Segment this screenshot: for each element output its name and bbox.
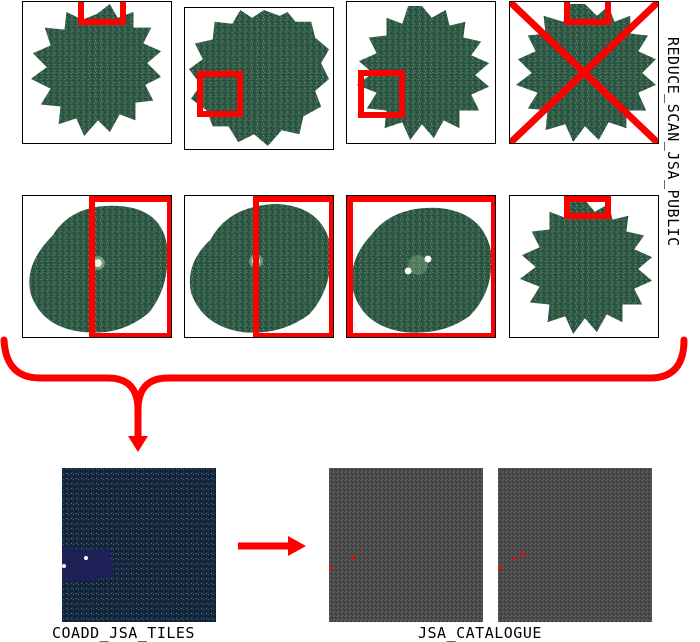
bright-source — [404, 267, 412, 275]
catalogue-source-marker — [329, 565, 333, 569]
caption-catalogue: JSA_CATALOGUE — [418, 624, 542, 642]
bright-source — [424, 255, 432, 263]
map-panel-row1-1 — [22, 1, 172, 144]
catalogue-source-marker — [513, 557, 517, 561]
map-footprint — [351, 207, 492, 333]
bright-source — [84, 556, 88, 560]
map-panel-row1-4-rejected — [509, 1, 659, 144]
brace-arrowhead — [128, 436, 148, 452]
map-footprint — [29, 205, 168, 333]
brace-line — [0, 336, 688, 444]
map-panel-row1-3 — [346, 1, 496, 144]
catalogue-image-1 — [329, 468, 483, 622]
highlight-box — [347, 196, 495, 337]
bright-source — [94, 259, 102, 267]
map-footprint — [519, 199, 653, 335]
bright-source — [62, 564, 66, 568]
reject-cross-line-2 — [510, 2, 658, 143]
map-footprint — [30, 3, 162, 137]
highlight-box — [253, 196, 333, 337]
catalogue-image-2 — [498, 468, 652, 622]
caption-coadd: COADD_JSA_TILES — [52, 624, 195, 642]
map-panel-row2-3 — [346, 195, 496, 338]
map-panel-row1-2 — [184, 7, 334, 150]
highlight-box — [197, 71, 243, 117]
map-footprint — [356, 5, 490, 141]
highlight-box — [564, 2, 611, 25]
coadd-tile-image — [62, 468, 216, 622]
map-panel-row2-4 — [509, 195, 659, 338]
map-panel-row2-2 — [184, 195, 334, 338]
catalogue-source-marker — [498, 565, 502, 569]
highlight-box — [358, 70, 405, 118]
highlight-box — [89, 196, 171, 337]
coadd-footprint — [62, 546, 114, 582]
catalogue-source-marker — [351, 556, 355, 560]
highlight-box — [564, 196, 611, 219]
catalogue-source-marker — [521, 552, 525, 556]
map-panel-row2-1 — [22, 195, 172, 338]
stage-arrowhead — [288, 536, 306, 556]
map-footprint — [189, 203, 332, 333]
highlight-box — [78, 2, 126, 25]
